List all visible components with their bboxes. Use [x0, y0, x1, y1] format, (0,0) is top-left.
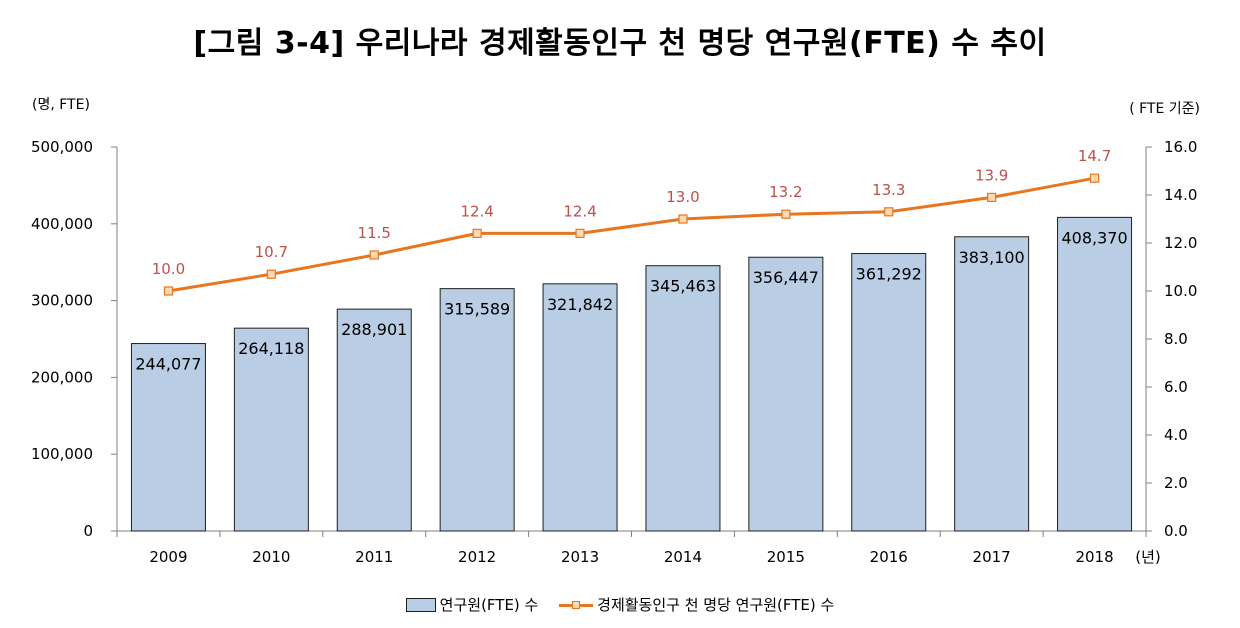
bar-value-label: 288,901	[341, 320, 407, 339]
y-right-unit-label: ( FTE 기준)	[1129, 101, 1200, 117]
y-right-tick-label: 12.0	[1164, 234, 1197, 252]
y-left-tick-label: 500,000	[31, 138, 93, 156]
y-left-tick-label: 400,000	[31, 215, 93, 233]
legend-bar-swatch	[405, 597, 436, 612]
chart-legend: 연구원(FTE) 수 경제활동인구 천 명당 연구원(FTE) 수	[0, 594, 1240, 616]
y-right-tick-label: 8.0	[1164, 330, 1188, 348]
x-tick-label: 2016	[870, 548, 908, 566]
bar	[439, 288, 515, 532]
x-axis-unit: (년)	[1135, 548, 1161, 566]
x-tick-label: 2015	[767, 548, 805, 566]
y-right-tick-label: 0.0	[1164, 522, 1188, 540]
line-value-label: 13.3	[872, 181, 905, 199]
y-right-tick-label: 14.0	[1164, 186, 1197, 204]
line-value-label: 10.0	[152, 260, 185, 278]
x-tick-label: 2009	[149, 548, 187, 566]
legend-line-swatch	[559, 598, 594, 612]
line-marker	[781, 209, 791, 219]
line-series	[168, 176, 1095, 293]
line-marker	[266, 269, 276, 279]
bar-value-label: 408,370	[1061, 228, 1127, 247]
y-left-tick-label: 100,000	[31, 445, 93, 463]
y-right-tick-label: 16.0	[1164, 138, 1197, 156]
bar	[1057, 216, 1133, 532]
y-right-tick-label: 10.0	[1164, 282, 1197, 300]
bar-value-label: 345,463	[650, 277, 716, 296]
bar-value-label: 315,589	[444, 300, 510, 319]
x-tick-label: 2018	[1075, 548, 1113, 566]
line-marker	[678, 214, 688, 224]
bar	[233, 327, 309, 532]
bar-value-label: 264,118	[238, 339, 304, 358]
bar	[130, 343, 206, 532]
bar	[851, 253, 927, 532]
y-right-tick-label: 2.0	[1164, 474, 1188, 492]
line-value-label: 12.4	[460, 202, 493, 220]
legend-line-label: 경제활동인구 천 명당 연구원(FTE) 수	[597, 596, 835, 614]
line-marker	[163, 286, 174, 296]
line-marker	[472, 228, 482, 238]
line-value-label: 13.0	[666, 188, 699, 206]
legend-item-bar: 연구원(FTE) 수	[405, 594, 539, 615]
line-marker	[884, 207, 894, 217]
bar	[542, 283, 618, 532]
line-marker	[369, 250, 379, 260]
line-value-label: 11.5	[358, 224, 391, 242]
bar	[336, 308, 412, 532]
bar-value-label: 244,077	[135, 355, 201, 374]
y-left-unit-label: (명, FTE)	[32, 97, 90, 113]
y-right-tick-label: 4.0	[1164, 426, 1188, 444]
bar	[645, 265, 721, 532]
bar-value-label: 361,292	[856, 265, 922, 284]
bar-value-label: 321,842	[547, 295, 613, 314]
y-left-tick-label: 200,000	[31, 368, 93, 386]
y-right-tick-label: 6.0	[1164, 378, 1188, 396]
bar-value-label: 383,100	[959, 248, 1025, 267]
x-tick-label: 2017	[973, 548, 1011, 566]
bar	[954, 236, 1030, 532]
y-left-tick-label: 0	[83, 522, 93, 540]
line-value-label: 13.2	[769, 183, 802, 201]
legend-item-line: 경제활동인구 천 명당 연구원(FTE) 수	[559, 594, 834, 615]
x-tick-label: 2013	[561, 548, 599, 566]
y-left-tick-label: 300,000	[31, 292, 93, 310]
line-value-label: 13.9	[975, 166, 1008, 184]
legend-bar-label: 연구원(FTE) 수	[439, 596, 539, 614]
bar-value-label: 356,447	[753, 268, 819, 287]
x-tick-label: 2014	[664, 548, 702, 566]
line-marker	[1089, 173, 1100, 183]
line-value-label: 10.7	[255, 243, 288, 261]
bar	[748, 256, 824, 532]
line-marker	[987, 192, 997, 202]
line-value-label: 14.7	[1078, 147, 1111, 165]
x-tick-label: 2010	[252, 548, 290, 566]
line-value-label: 12.4	[563, 202, 596, 220]
line-marker	[575, 228, 585, 238]
chart-title: [그림 3-4] 우리나라 경제활동인구 천 명당 연구원(FTE) 수 추이	[193, 26, 1047, 61]
x-tick-label: 2012	[458, 548, 496, 566]
x-tick-label: 2011	[355, 548, 393, 566]
